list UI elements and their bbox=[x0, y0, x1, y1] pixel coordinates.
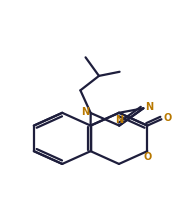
Text: N: N bbox=[115, 115, 123, 125]
Text: O: O bbox=[143, 152, 151, 162]
Text: N: N bbox=[81, 107, 89, 117]
Text: N: N bbox=[145, 102, 153, 112]
Text: O: O bbox=[163, 113, 172, 123]
